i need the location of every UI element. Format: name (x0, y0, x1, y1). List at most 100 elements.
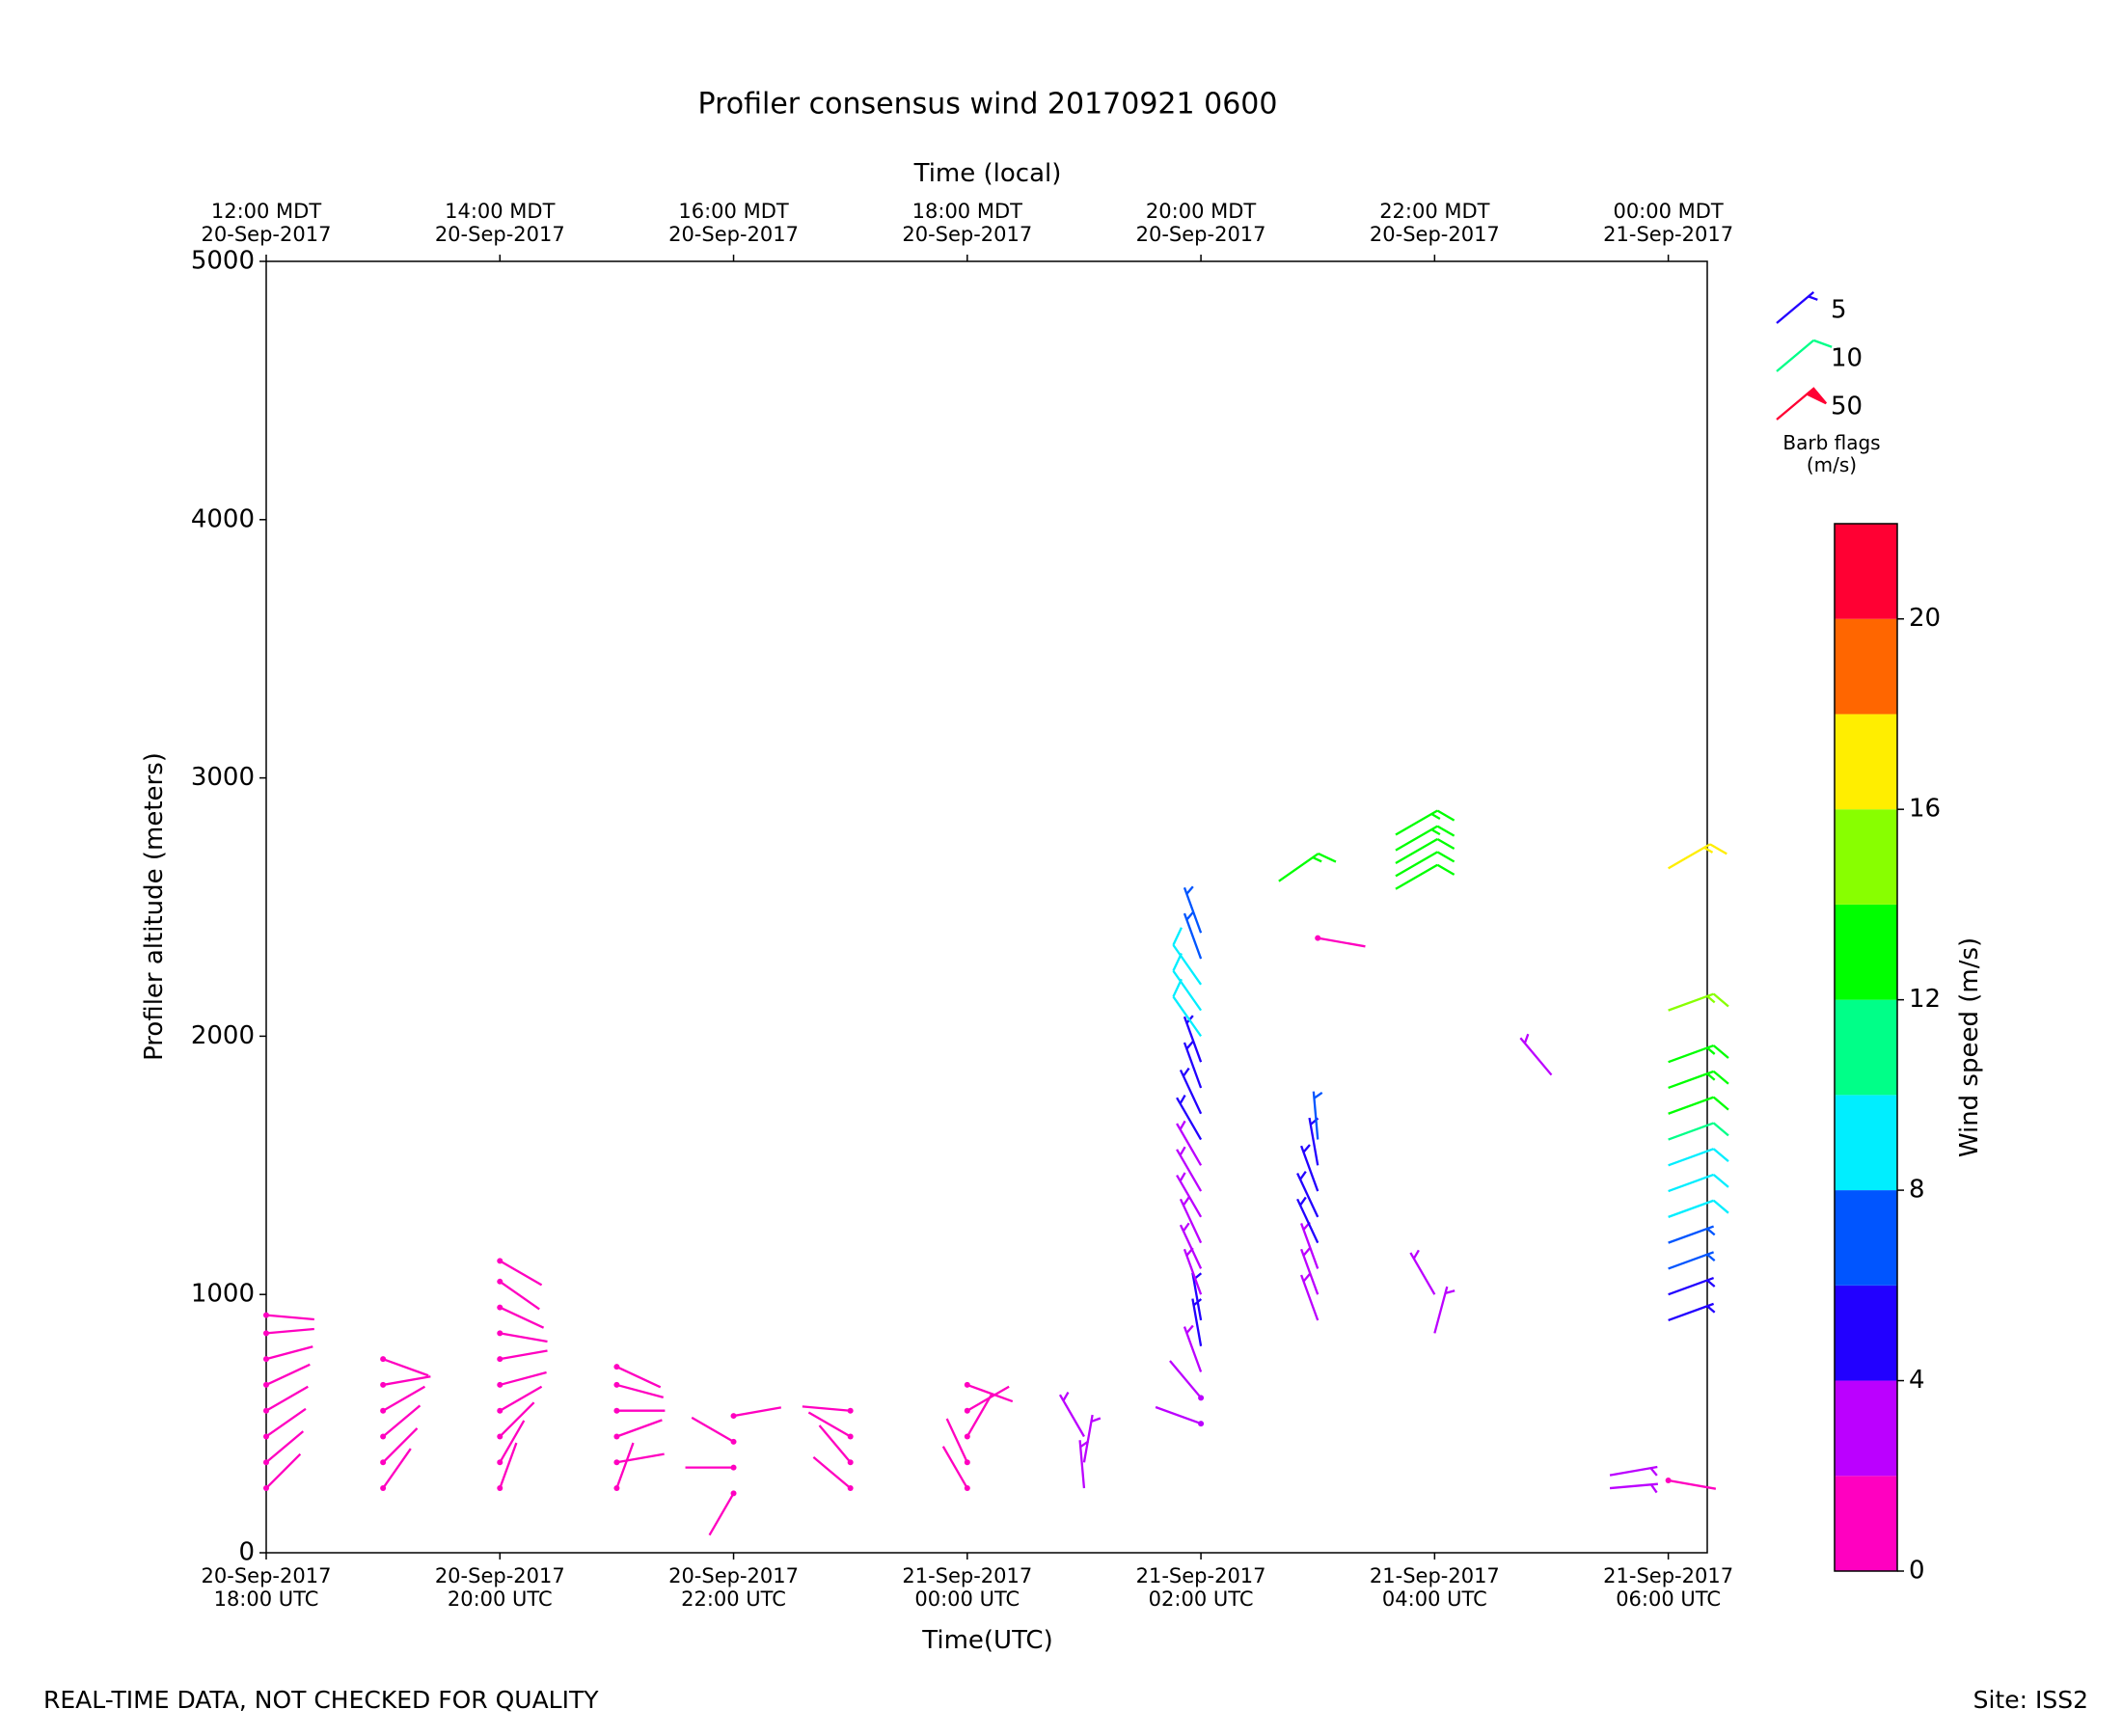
calm-dot (613, 1364, 620, 1370)
wind-barb (1183, 1247, 1203, 1295)
barb-legend-title: Barb flags (m/s) (1782, 431, 1881, 476)
wind-barb (1172, 978, 1203, 1038)
x-tick-label: 21-Sep-2017 00:00 UTC (902, 1564, 1033, 1612)
top-x-tick-label: 12:00 MDT 20-Sep-2017 (201, 200, 332, 247)
calm-dot (497, 1459, 503, 1466)
top-x-tick-label: 14:00 MDT 20-Sep-2017 (434, 200, 565, 247)
colorbar-tick-label: 0 (1909, 1557, 1925, 1586)
wind-barb (499, 1442, 518, 1489)
wind-barb (1395, 837, 1455, 864)
calm-dot (263, 1312, 269, 1318)
wind-barb (708, 1492, 735, 1536)
calm-dot (613, 1433, 620, 1440)
wind-barb (1395, 863, 1455, 890)
wind-barb (1519, 1033, 1553, 1076)
wind-barb (382, 1404, 422, 1438)
y-tick-label: 5000 (191, 247, 255, 276)
wind-barb (1058, 1391, 1085, 1438)
wind-barb (1172, 927, 1203, 986)
wind-barb (265, 1345, 313, 1361)
colorbar-segment (1835, 999, 1897, 1096)
colorbar-segment (1835, 714, 1897, 810)
x-tick-label: 20-Sep-2017 18:00 UTC (201, 1564, 332, 1612)
calm-dot (497, 1304, 503, 1311)
legend-label: 5 (1831, 296, 1847, 325)
x-tick-label: 20-Sep-2017 22:00 UTC (668, 1564, 799, 1612)
wind-barb (616, 1419, 663, 1438)
wind-barb (1318, 936, 1366, 948)
y-tick-label: 0 (238, 1538, 255, 1567)
calm-dot (380, 1356, 387, 1363)
wind-barb (615, 1442, 635, 1489)
calm-dot (263, 1381, 269, 1388)
calm-dot (263, 1356, 269, 1363)
calm-dot (613, 1485, 620, 1492)
calm-dot (380, 1459, 387, 1466)
calm-dot (497, 1485, 503, 1492)
wind-barb (1179, 1067, 1203, 1115)
calm-dot (964, 1381, 970, 1388)
wind-barb (265, 1363, 311, 1386)
wind-barb (382, 1358, 429, 1377)
wind-barb (1176, 1172, 1203, 1218)
wind-barb (382, 1375, 431, 1387)
wind-barb (1179, 1196, 1203, 1244)
wind-barb (945, 1418, 968, 1463)
wind-barb (616, 1383, 664, 1398)
legend-barb (1776, 339, 1833, 372)
calm-dot (964, 1407, 970, 1414)
legend-barb (1776, 387, 1828, 420)
top-x-tick-label: 18:00 MDT 20-Sep-2017 (902, 200, 1033, 247)
wind-barb (1169, 1360, 1202, 1399)
wind-barb (1668, 1070, 1729, 1090)
wind-barb (966, 1383, 1014, 1403)
wind-barb (1278, 852, 1337, 882)
colorbar-tick-label: 16 (1909, 795, 1941, 824)
wind-barb (382, 1427, 419, 1464)
wind-barb (499, 1306, 545, 1329)
wind-barb (1668, 1225, 1716, 1244)
top-x-tick-label: 16:00 MDT 20-Sep-2017 (668, 200, 799, 247)
wind-barb (1668, 1478, 1717, 1490)
wind-barb (807, 1411, 852, 1438)
calm-dot (497, 1356, 503, 1363)
calm-dot (263, 1485, 269, 1492)
wind-barb (265, 1452, 302, 1489)
wind-barb (818, 1424, 852, 1464)
wind-barb (1668, 1302, 1716, 1322)
wind-barb (1082, 1414, 1102, 1463)
x-tick-label: 21-Sep-2017 06:00 UTC (1603, 1564, 1734, 1612)
wind-barb (802, 1405, 851, 1412)
legend-barb (1776, 290, 1818, 324)
calm-dot (847, 1485, 854, 1492)
wind-barb (733, 1406, 781, 1418)
calm-dot (964, 1485, 970, 1492)
wind-barb (1668, 1173, 1729, 1193)
colorbar-segment (1835, 618, 1897, 715)
wind-barb (1300, 1221, 1319, 1269)
calm-dot (263, 1330, 269, 1337)
plot-frame (265, 260, 1708, 1554)
footer-right: Site: ISS2 (1972, 1686, 2088, 1714)
calm-dot (497, 1330, 503, 1337)
y-tick-label: 1000 (191, 1280, 255, 1309)
wind-barb (1176, 1095, 1203, 1141)
footer-left: REAL-TIME DATA, NOT CHECKED FOR QUALITY (43, 1686, 599, 1714)
wind-barb (1300, 1144, 1319, 1192)
colorbar-segment (1835, 1380, 1897, 1477)
x-tick-label: 21-Sep-2017 02:00 UTC (1135, 1564, 1266, 1612)
wind-barb (1395, 809, 1455, 836)
wind-barb (1155, 1405, 1202, 1425)
calm-dot (730, 1438, 737, 1445)
colorbar-tick-label: 4 (1909, 1366, 1925, 1395)
calm-dot (730, 1490, 737, 1497)
wind-barb (1668, 1122, 1729, 1141)
calm-dot (497, 1278, 503, 1285)
calm-dot (1665, 1478, 1672, 1484)
wind-barb (1179, 1222, 1203, 1269)
calm-dot (380, 1407, 387, 1414)
colorbar-frame (1834, 523, 1898, 1572)
calm-dot (497, 1258, 503, 1264)
wind-barb (966, 1385, 1010, 1412)
